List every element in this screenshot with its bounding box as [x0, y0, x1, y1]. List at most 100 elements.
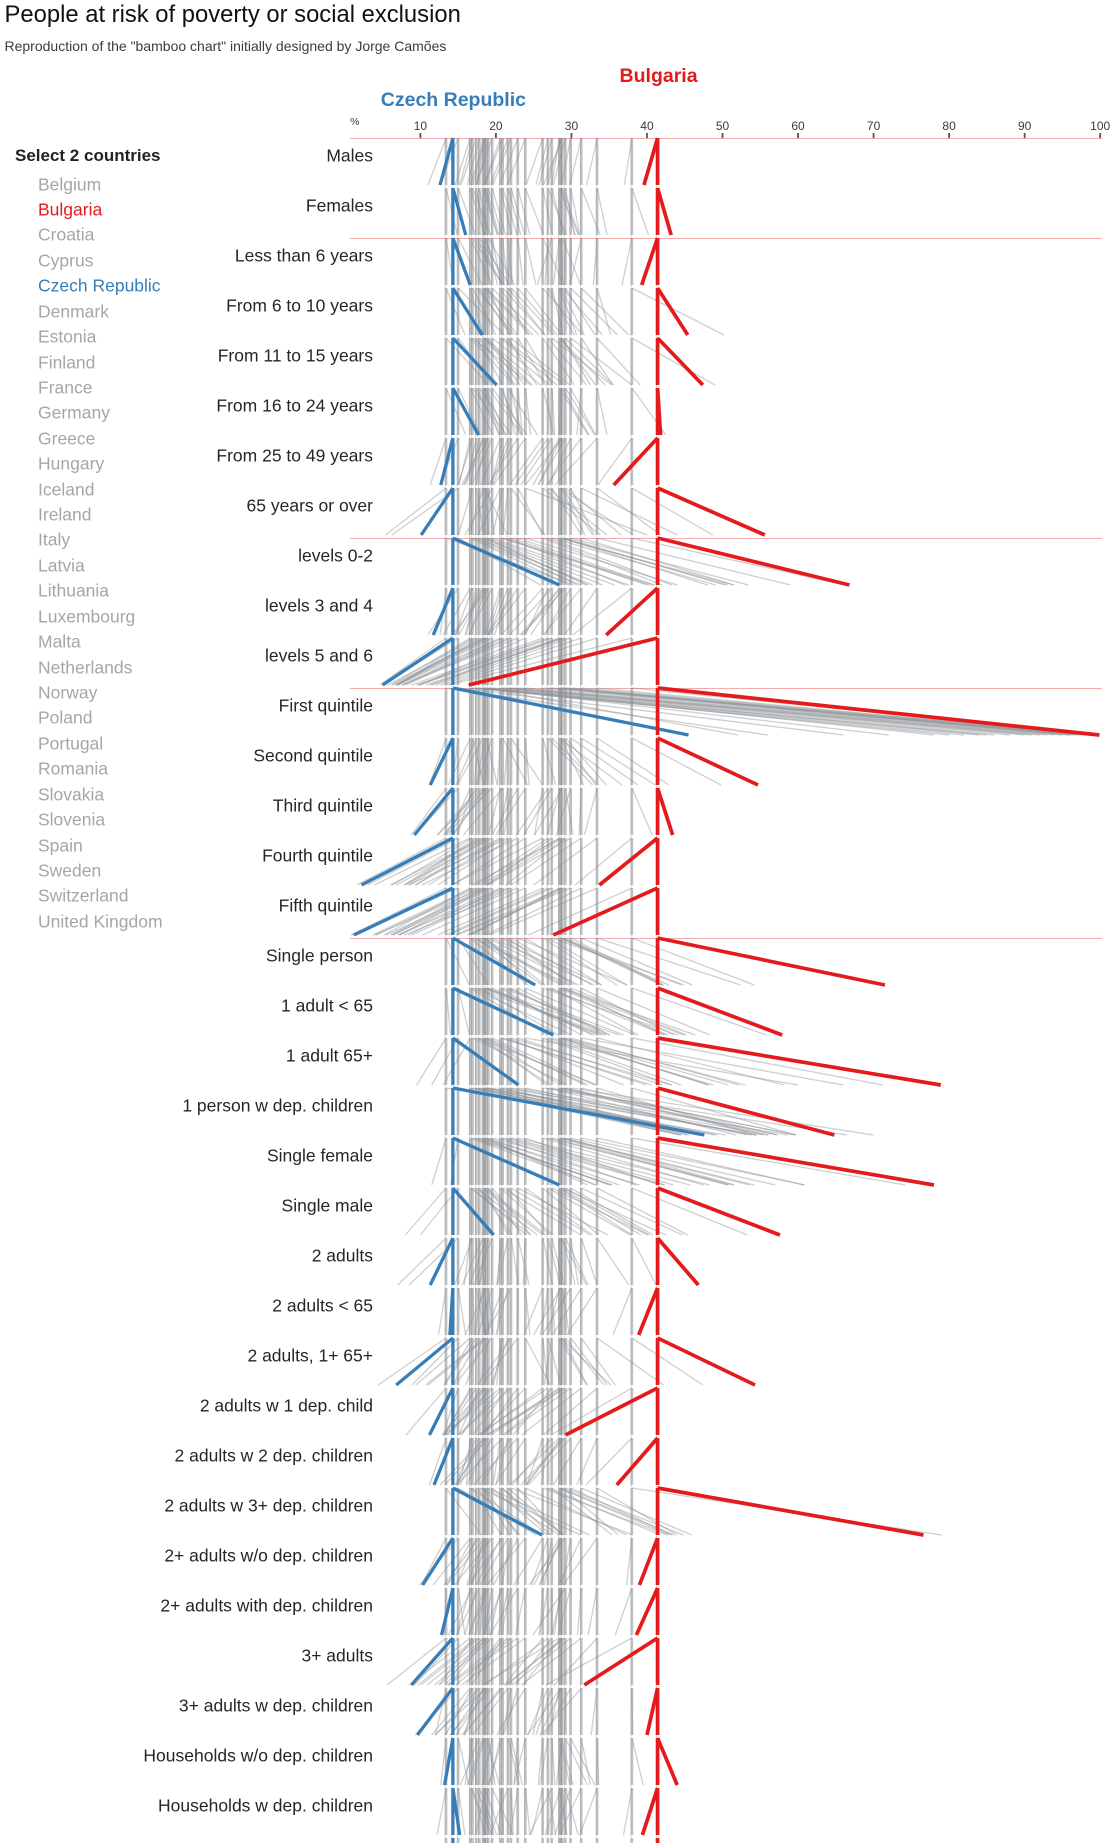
branch-line — [565, 537, 725, 586]
branch-highlight — [636, 1287, 660, 1336]
country-option-latvia[interactable]: Latvia — [38, 555, 85, 576]
branch-line — [561, 737, 597, 786]
country-option-cyprus[interactable]: Cyprus — [38, 250, 94, 271]
country-option-croatia[interactable]: Croatia — [38, 224, 95, 245]
branch-line — [581, 937, 693, 986]
branch-line — [562, 537, 708, 586]
branch-line — [560, 187, 576, 236]
country-option-malta[interactable]: Malta — [38, 631, 81, 652]
country-option-bulgaria[interactable]: Bulgaria — [38, 199, 103, 220]
country-option-sweden[interactable]: Sweden — [38, 860, 102, 881]
country-option-hungary[interactable]: Hungary — [38, 453, 105, 474]
branch-line — [559, 1137, 729, 1186]
country-option-belgium[interactable]: Belgium — [38, 174, 102, 195]
branch-line — [441, 1387, 486, 1436]
branch-line — [551, 537, 716, 586]
branch-line — [525, 1087, 748, 1136]
branch-line — [499, 287, 529, 336]
branch-line — [405, 1387, 447, 1436]
branch-line — [565, 1037, 746, 1086]
country-option-slovenia[interactable]: Slovenia — [38, 809, 106, 830]
branch-line — [570, 937, 664, 986]
country-option-netherlands[interactable]: Netherlands — [38, 657, 133, 678]
branch-highlight — [452, 936, 537, 987]
country-option-greece[interactable]: Greece — [38, 428, 96, 449]
branch-line — [485, 1187, 547, 1236]
category-label: 2+ adults with dep. children — [160, 1595, 373, 1616]
branch-line — [428, 1437, 447, 1486]
branch-line — [491, 1137, 665, 1186]
branch-line — [517, 987, 610, 1036]
branch-highlight — [656, 286, 690, 337]
branch-line — [386, 887, 489, 936]
branch-line — [410, 787, 447, 836]
country-option-switzerland[interactable]: Switzerland — [38, 885, 129, 906]
branch-line — [472, 1087, 716, 1136]
country-option-iceland[interactable]: Iceland — [38, 479, 95, 500]
branch-line — [585, 1437, 633, 1486]
branch-line — [517, 487, 544, 536]
branch-line — [471, 1287, 476, 1336]
branch-line — [580, 487, 678, 536]
branch-line — [561, 387, 590, 436]
branch-highlight — [395, 1336, 454, 1387]
country-option-norway[interactable]: Norway — [38, 682, 98, 703]
branch-line — [434, 1637, 489, 1686]
branch-highlight — [452, 1086, 705, 1137]
country-option-slovakia[interactable]: Slovakia — [38, 784, 105, 805]
country-option-germany[interactable]: Germany — [38, 402, 110, 423]
branch-line — [463, 437, 484, 486]
branch-line — [528, 887, 633, 936]
country-option-romania[interactable]: Romania — [38, 758, 109, 779]
branch-line — [493, 1537, 519, 1586]
branch-line — [580, 1337, 616, 1386]
branch-line — [581, 1037, 844, 1086]
country-option-united-kingdom[interactable]: United Kingdom — [38, 911, 163, 932]
branch-highlight — [448, 1287, 455, 1336]
category-label: Single male — [281, 1195, 373, 1216]
country-option-spain[interactable]: Spain — [38, 835, 83, 856]
branch-line — [560, 237, 564, 286]
country-option-estonia[interactable]: Estonia — [38, 326, 97, 347]
branch-highlight — [656, 336, 705, 387]
country-option-france[interactable]: France — [38, 377, 93, 398]
branch-line — [456, 1437, 484, 1486]
branch-line — [468, 1287, 471, 1336]
branch-line — [580, 187, 601, 236]
country-option-portugal[interactable]: Portugal — [38, 733, 104, 754]
country-option-lithuania[interactable]: Lithuania — [38, 580, 110, 601]
branch-line — [596, 1187, 689, 1236]
country-option-luxembourg[interactable]: Luxembourg — [38, 606, 136, 627]
x-tick-label: 70 — [866, 119, 881, 133]
branch-line — [514, 437, 549, 486]
branch-line — [526, 1437, 562, 1486]
branch-line — [475, 1237, 479, 1286]
branch-line — [551, 487, 582, 536]
branch-line — [487, 787, 502, 836]
country-option-ireland[interactable]: Ireland — [38, 504, 92, 525]
branch-line — [559, 937, 670, 986]
branch-highlight — [657, 686, 1100, 737]
category-label: Households w dep. children — [158, 1795, 373, 1816]
branch-line — [574, 837, 633, 886]
x-tick-label: 30 — [564, 119, 579, 133]
branch-line — [445, 287, 466, 336]
branch-highlight — [419, 487, 455, 536]
branch-line — [482, 337, 533, 386]
country-option-czech-republic[interactable]: Czech Republic — [38, 275, 161, 296]
country-option-poland[interactable]: Poland — [38, 707, 93, 728]
branch-highlight — [452, 686, 689, 737]
branch-line — [462, 1687, 484, 1736]
branch-line — [427, 137, 447, 186]
branch-highlight — [432, 1437, 455, 1486]
branch-line — [484, 937, 546, 986]
branch-line — [535, 137, 549, 186]
branch-line — [488, 1037, 586, 1086]
branch-line — [469, 487, 473, 536]
country-option-finland[interactable]: Finland — [38, 352, 96, 373]
country-option-italy[interactable]: Italy — [38, 529, 71, 550]
country-option-denmark[interactable]: Denmark — [38, 301, 109, 322]
branch-line — [510, 487, 546, 536]
branch-line — [546, 437, 582, 486]
branch-line — [565, 1187, 650, 1236]
